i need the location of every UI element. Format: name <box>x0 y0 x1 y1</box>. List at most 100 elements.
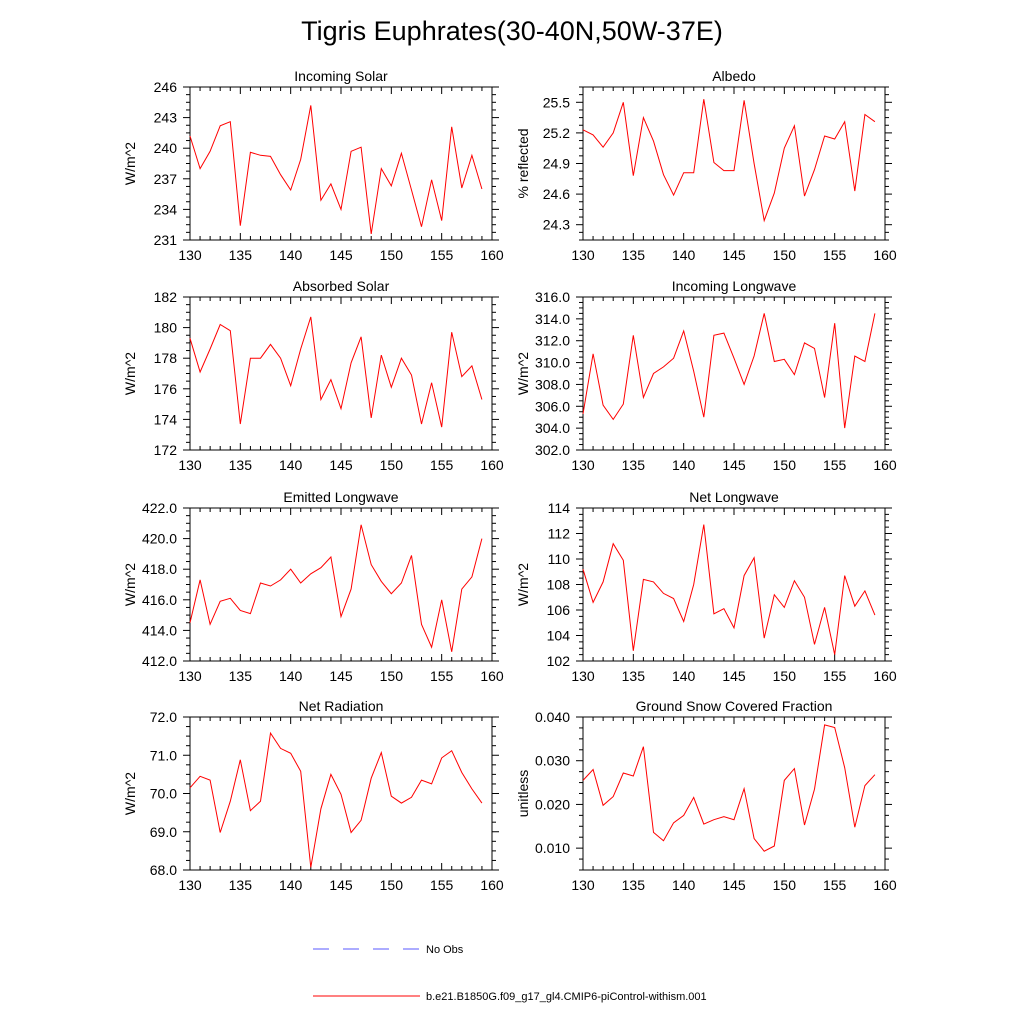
x-tick-label: 150 <box>380 247 404 263</box>
y-tick-label: 422.0 <box>142 500 177 516</box>
y-tick-label: 24.6 <box>543 186 570 202</box>
panel-title: Ground Snow Covered Fraction <box>636 698 833 714</box>
y-tick-label: 243 <box>154 110 178 126</box>
x-tick-label: 140 <box>672 457 696 473</box>
series-line <box>189 731 483 868</box>
x-tick-label: 155 <box>823 668 847 684</box>
x-tick-label: 145 <box>329 668 353 684</box>
y-tick-label: 108 <box>547 577 571 593</box>
panel-title: Albedo <box>712 68 756 84</box>
series-line <box>189 524 483 652</box>
x-tick-label: 150 <box>380 877 404 893</box>
plot-frame <box>582 716 886 871</box>
series-line <box>582 99 876 223</box>
plot-frame <box>189 86 493 241</box>
x-tick-label: 160 <box>480 668 504 684</box>
y-tick-label: 110 <box>548 551 571 567</box>
y-tick-label: 72.0 <box>150 709 177 725</box>
y-tick-label: 246 <box>154 79 178 95</box>
x-tick-label: 150 <box>773 457 797 473</box>
x-tick-label: 145 <box>329 457 353 473</box>
y-axis-label: W/m^2 <box>122 563 138 606</box>
x-tick-label: 130 <box>571 457 595 473</box>
x-tick-label: 140 <box>279 668 303 684</box>
y-tick-label: 302.0 <box>535 442 570 458</box>
y-tick-label: 25.5 <box>543 94 570 110</box>
x-tick-label: 135 <box>622 247 646 263</box>
y-tick-label: 68.0 <box>150 862 177 878</box>
y-tick-label: 176 <box>154 381 178 397</box>
x-tick-label: 155 <box>430 668 454 684</box>
x-tick-label: 155 <box>823 877 847 893</box>
x-tick-label: 135 <box>622 668 646 684</box>
legend-obs-label: No Obs <box>426 944 464 956</box>
x-tick-label: 140 <box>672 247 696 263</box>
x-tick-label: 130 <box>178 457 202 473</box>
x-tick-label: 140 <box>279 247 303 263</box>
y-tick-label: 312.0 <box>535 333 570 349</box>
x-tick-label: 155 <box>430 877 454 893</box>
x-tick-label: 135 <box>229 247 253 263</box>
y-tick-label: 0.020 <box>535 796 570 812</box>
y-tick-label: 420.0 <box>142 531 177 547</box>
series-line <box>189 105 483 234</box>
y-tick-label: 102 <box>547 653 571 669</box>
plot-frame <box>582 86 886 241</box>
y-axis-label: W/m^2 <box>122 142 138 185</box>
legend: No Obs b.e21.B1850G.f09_g17_gl4.CMIP6-pi… <box>313 944 707 1003</box>
series-line <box>189 316 483 428</box>
x-tick-label: 160 <box>480 877 504 893</box>
plot-frame <box>189 507 493 662</box>
x-tick-label: 140 <box>672 877 696 893</box>
y-tick-label: 416.0 <box>142 592 177 608</box>
y-axis-label: W/m^2 <box>515 563 531 606</box>
y-tick-label: 231 <box>154 232 178 248</box>
panel-title: Absorbed Solar <box>293 278 390 294</box>
x-tick-label: 140 <box>279 877 303 893</box>
y-tick-label: 71.0 <box>150 747 177 763</box>
x-tick-label: 140 <box>672 668 696 684</box>
x-tick-label: 145 <box>722 877 746 893</box>
y-axis-label: % reflected <box>515 128 531 198</box>
y-axis-label: W/m^2 <box>122 772 138 815</box>
y-tick-label: 412.0 <box>142 653 177 669</box>
x-tick-label: 160 <box>873 247 897 263</box>
y-tick-label: 304.0 <box>535 420 570 436</box>
x-tick-label: 135 <box>229 877 253 893</box>
x-tick-label: 160 <box>873 668 897 684</box>
x-tick-label: 130 <box>571 668 595 684</box>
x-tick-label: 135 <box>622 877 646 893</box>
panel-title: Net Radiation <box>299 698 384 714</box>
chart-panel: Ground Snow Covered Fraction unitless 130 1… <box>515 698 897 893</box>
x-tick-label: 160 <box>480 457 504 473</box>
x-tick-label: 140 <box>279 457 303 473</box>
x-tick-label: 150 <box>773 247 797 263</box>
x-tick-label: 145 <box>722 457 746 473</box>
chart-panel: Absorbed Solar W/m^2 130 135 140 145 150 155 160… <box>122 278 504 473</box>
y-tick-label: 314.0 <box>535 311 570 327</box>
series-line <box>582 724 876 852</box>
x-tick-label: 155 <box>430 457 454 473</box>
x-tick-label: 150 <box>773 877 797 893</box>
x-tick-label: 145 <box>722 668 746 684</box>
chart-panels: Incoming Solar W/m^2 130 135 140 145 150 155 160… <box>122 68 897 893</box>
chart-panel: Albedo % reflected 130 135 140 145 150 155 160 24… <box>515 68 897 263</box>
y-tick-label: 112 <box>548 526 571 542</box>
x-tick-label: 160 <box>480 247 504 263</box>
x-tick-label: 130 <box>178 877 202 893</box>
y-tick-label: 24.9 <box>543 156 570 172</box>
y-tick-label: 237 <box>154 171 178 187</box>
x-tick-label: 135 <box>229 668 253 684</box>
y-tick-label: 0.030 <box>535 753 570 769</box>
legend-model-label: b.e21.B1850G.f09_g17_gl4.CMIP6-piControl… <box>426 991 707 1003</box>
chart-panel: Incoming Longwave W/m^2 130 135 140 145 150 155… <box>515 278 897 473</box>
panel-title: Emitted Longwave <box>283 489 398 505</box>
y-tick-label: 70.0 <box>150 786 177 802</box>
chart-panel: Net Longwave W/m^2 130 135 140 145 150 155 160 10… <box>515 489 897 684</box>
panel-title: Net Longwave <box>689 489 779 505</box>
y-tick-label: 182 <box>154 289 178 305</box>
x-tick-label: 150 <box>380 457 404 473</box>
x-tick-label: 155 <box>430 247 454 263</box>
x-tick-label: 160 <box>873 877 897 893</box>
